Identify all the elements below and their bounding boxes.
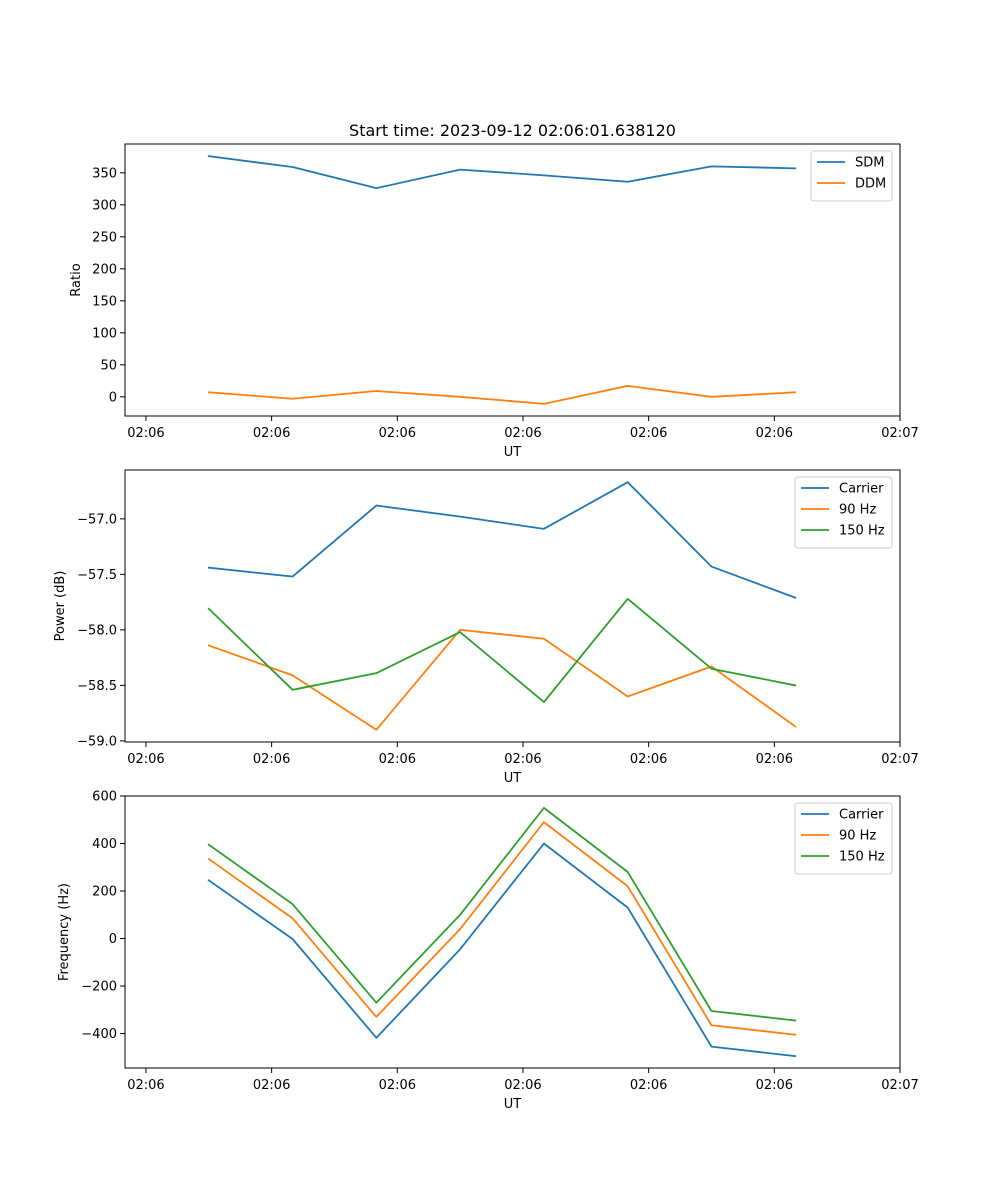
- y-tick-label: −58.0: [77, 623, 117, 638]
- y-tick-label: 50: [100, 358, 117, 373]
- x-tick-label: 02:06: [504, 426, 541, 441]
- x-tick-label: 02:06: [253, 1078, 290, 1093]
- y-tick-label: 200: [92, 262, 117, 277]
- y-tick-label: 250: [92, 230, 117, 245]
- legend-label: SDM: [855, 156, 884, 171]
- x-tick-label: 02:06: [630, 1078, 667, 1093]
- series-line-carrier: [207, 481, 797, 599]
- y-axis-label: Ratio: [69, 263, 84, 296]
- y-tick-label: −57.5: [77, 568, 117, 583]
- power-panel: 02:06 02:06 02:06 02:06 02:06 02:06 02:07 −59.0…: [53, 469, 919, 786]
- ratio-panel: Start time: 2023-09-12 02:06:01.63812002…: [69, 121, 919, 460]
- x-tick-label: 02:06: [379, 1078, 416, 1093]
- x-tick-label: 02:06: [253, 426, 290, 441]
- series-line-90-hz: [207, 628, 797, 731]
- legend-label: 150 Hz: [839, 850, 885, 865]
- y-axis-label: Frequency (Hz): [57, 883, 72, 981]
- axes-frame: [124, 795, 901, 1069]
- x-tick-label: 02:06: [756, 1078, 793, 1093]
- y-tick-label: 600: [92, 790, 117, 805]
- x-tick-label: 02:06: [504, 752, 541, 767]
- y-tick-label: 400: [92, 837, 117, 852]
- legend-label: Carrier: [839, 482, 884, 497]
- y-tick-label: 0: [109, 932, 117, 947]
- legend: Carrier 90 Hz 150 Hz: [794, 802, 893, 875]
- y-tick-label: −200: [81, 980, 117, 995]
- x-tick-label: 02:06: [756, 752, 793, 767]
- y-tick-label: −400: [81, 1027, 117, 1042]
- x-tick-label: 02:07: [881, 426, 918, 441]
- x-tick-label: 02:06: [253, 752, 290, 767]
- series-line-sdm: [207, 155, 797, 190]
- x-tick-label: 02:06: [127, 426, 164, 441]
- y-tick-label: −58.5: [77, 679, 117, 694]
- series-line-carrier: [207, 842, 797, 1058]
- axes-frame: [124, 469, 901, 743]
- series-line-150-hz: [207, 597, 797, 703]
- chart-title: Start time: 2023-09-12 02:06:01.638120: [349, 121, 676, 140]
- x-tick-label: 02:06: [379, 426, 416, 441]
- y-tick-label: −57.0: [77, 512, 117, 527]
- legend: Carrier 90 Hz 150 Hz: [794, 476, 893, 549]
- y-tick-label: 0: [109, 390, 117, 405]
- x-tick-label: 02:06: [630, 426, 667, 441]
- frequency-panel: 02:06 02:06 02:06 02:06 02:06 02:06 02:07 −400 −…: [57, 790, 919, 1113]
- y-tick-label: 300: [92, 198, 117, 213]
- x-tick-label: 02:07: [881, 1078, 918, 1093]
- y-tick-label: 200: [92, 885, 117, 900]
- x-axis-label: UT: [504, 1097, 522, 1112]
- legend-label: 150 Hz: [839, 524, 885, 539]
- y-tick-label: 100: [92, 326, 117, 341]
- x-tick-label: 02:06: [127, 752, 164, 767]
- axes-frame: [124, 143, 901, 417]
- legend: SDM DDM: [810, 150, 893, 202]
- series-line-ddm: [207, 385, 797, 405]
- series-line-90-hz: [207, 821, 797, 1036]
- legend-label: 90 Hz: [839, 503, 876, 518]
- x-tick-label: 02:06: [379, 752, 416, 767]
- x-tick-label: 02:07: [881, 752, 918, 767]
- legend-label: Carrier: [839, 808, 884, 823]
- legend-label: DDM: [855, 177, 886, 192]
- legend-box: [810, 150, 893, 202]
- x-axis-label: UT: [504, 771, 522, 786]
- x-tick-label: 02:06: [756, 426, 793, 441]
- x-tick-label: 02:06: [504, 1078, 541, 1093]
- x-tick-label: 02:06: [630, 752, 667, 767]
- x-axis-label: UT: [504, 445, 522, 460]
- series-line-150-hz: [207, 806, 797, 1022]
- y-tick-label: 350: [92, 166, 117, 181]
- y-tick-label: −59.0: [77, 734, 117, 749]
- y-axis-label: Power (dB): [53, 571, 68, 642]
- y-tick-label: 150: [92, 294, 117, 309]
- x-tick-label: 02:06: [127, 1078, 164, 1093]
- legend-label: 90 Hz: [839, 829, 876, 844]
